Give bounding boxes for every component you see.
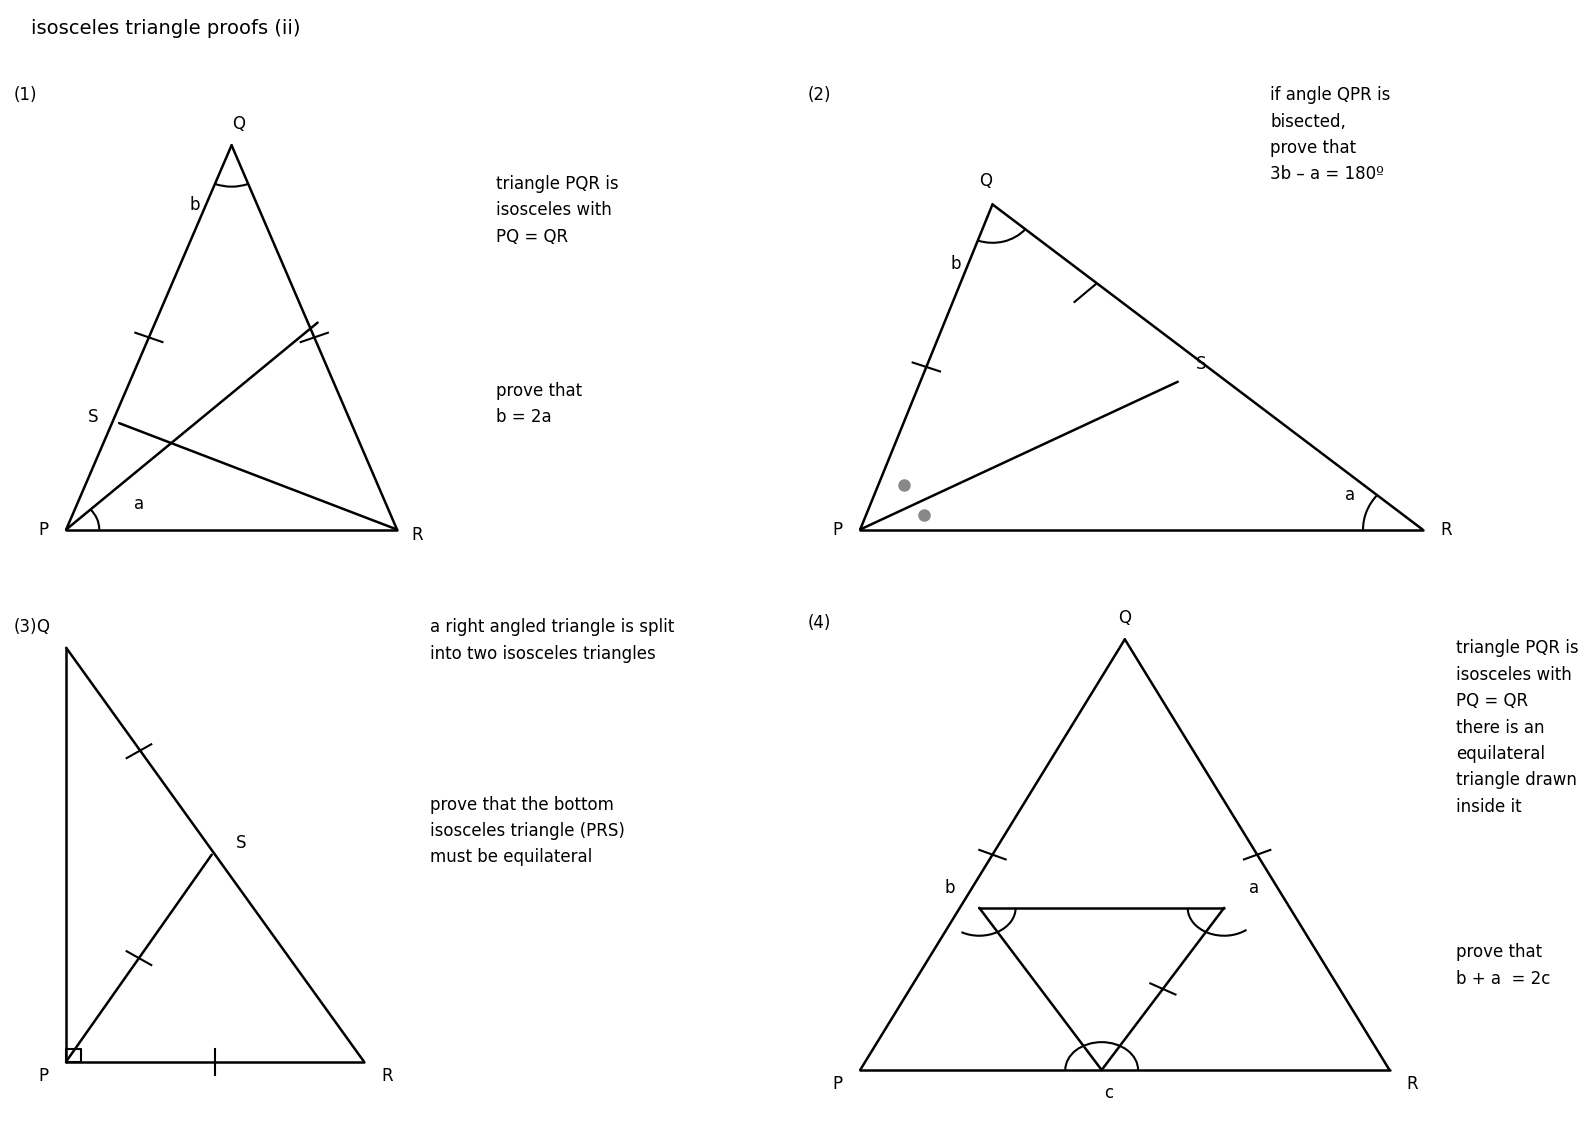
Text: Q: Q xyxy=(232,115,245,134)
Text: (2): (2) xyxy=(807,86,831,104)
Text: prove that
b = 2a: prove that b = 2a xyxy=(495,381,583,426)
Text: (3): (3) xyxy=(13,618,37,636)
Text: b: b xyxy=(945,878,954,897)
Text: b: b xyxy=(951,256,961,274)
Text: a right angled triangle is split
into two isosceles triangles: a right angled triangle is split into tw… xyxy=(430,618,675,662)
Text: P: P xyxy=(38,521,48,539)
Text: R: R xyxy=(381,1067,392,1086)
Text: (4): (4) xyxy=(807,614,831,632)
Text: prove that the bottom
isosceles triangle (PRS)
must be equilateral: prove that the bottom isosceles triangle… xyxy=(430,796,626,866)
Text: S: S xyxy=(1196,355,1207,374)
Text: triangle PQR is
isosceles with
PQ = QR
there is an
equilateral
triangle drawn
in: triangle PQR is isosceles with PQ = QR t… xyxy=(1456,640,1578,816)
Text: S: S xyxy=(237,834,246,852)
Text: Q: Q xyxy=(980,172,992,190)
Text: b: b xyxy=(191,196,200,214)
Text: a: a xyxy=(133,495,145,513)
Text: if angle QPR is
bisected,
prove that
3b – a = 180º: if angle QPR is bisected, prove that 3b … xyxy=(1270,86,1391,183)
Text: S: S xyxy=(87,409,98,427)
Text: R: R xyxy=(1407,1075,1418,1094)
Text: P: P xyxy=(38,1067,48,1086)
Text: P: P xyxy=(832,1075,842,1094)
Text: a: a xyxy=(1248,878,1259,897)
Text: R: R xyxy=(1440,521,1451,539)
Text: Q: Q xyxy=(37,618,49,636)
Text: Q: Q xyxy=(1118,609,1131,627)
Text: triangle PQR is
isosceles with
PQ = QR: triangle PQR is isosceles with PQ = QR xyxy=(495,174,619,246)
Text: R: R xyxy=(411,526,422,544)
Text: isosceles triangle proofs (ii): isosceles triangle proofs (ii) xyxy=(32,19,302,37)
Text: P: P xyxy=(832,521,842,539)
Text: a: a xyxy=(1345,486,1355,504)
Text: c: c xyxy=(1104,1083,1113,1101)
Text: prove that
b + a  = 2c: prove that b + a = 2c xyxy=(1456,943,1550,988)
Text: (1): (1) xyxy=(13,86,37,104)
